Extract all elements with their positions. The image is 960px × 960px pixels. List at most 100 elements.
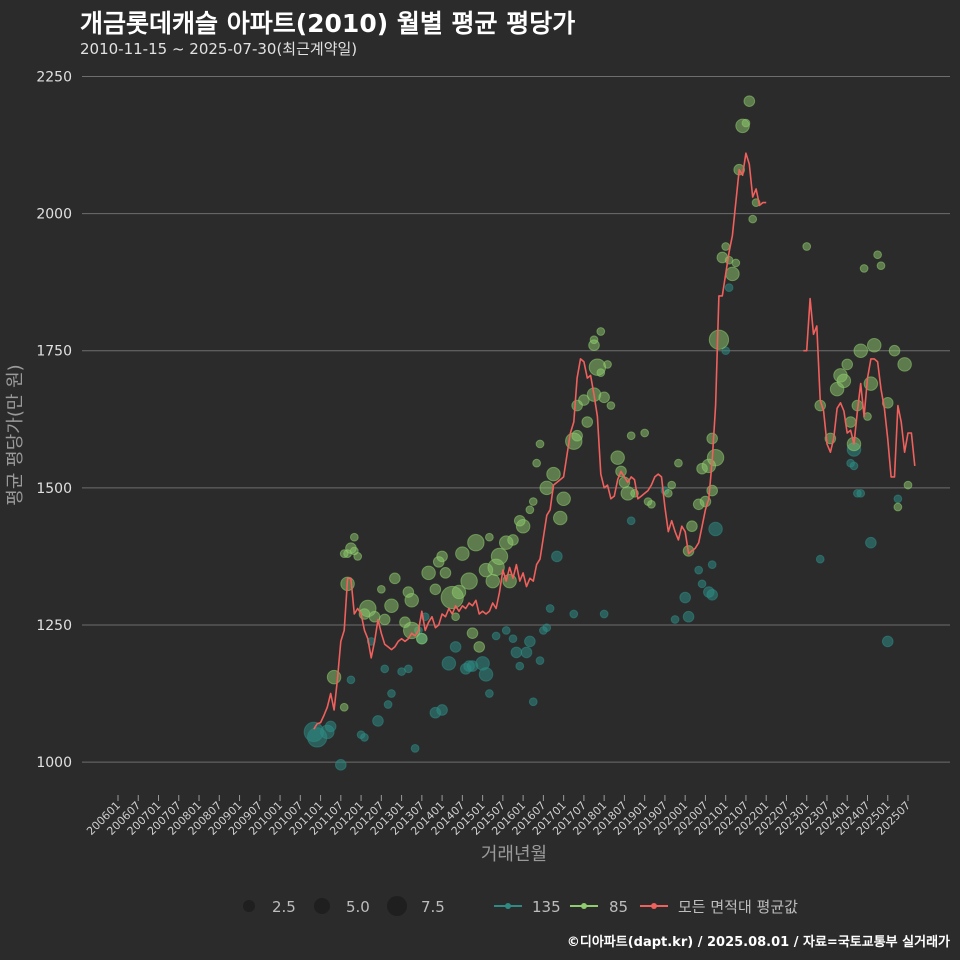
scatter-point-85: [596, 327, 606, 336]
scatter-point-135: [380, 664, 390, 674]
scatter-point-85: [640, 428, 650, 438]
scatter-point-85: [455, 546, 470, 561]
y-tick-label: 1250: [36, 618, 72, 634]
scatter-point-85: [836, 373, 852, 389]
scatter-point-135: [849, 461, 859, 471]
legend-85-label: 85: [609, 898, 628, 916]
scatter-point-85: [490, 547, 509, 566]
series-average-line: [313, 152, 916, 730]
legend-size-label: 2.5: [272, 898, 296, 916]
legend-size-label: 5.0: [346, 898, 370, 916]
scatter-point-85: [353, 552, 363, 561]
scatter-point-135: [520, 646, 533, 659]
y-tick-label: 2250: [36, 69, 72, 85]
average-line-segment: [313, 152, 767, 730]
scatter-point-85: [556, 491, 571, 507]
scatter-point-85: [467, 533, 485, 552]
scatter-point-85: [598, 391, 610, 404]
scatter-point-85: [473, 641, 486, 653]
scatter-point-135: [485, 689, 494, 698]
scatter-point-85: [731, 258, 741, 268]
scatter-point-85: [485, 532, 494, 542]
scatter-point-85: [721, 242, 731, 251]
x-axis: 2006012006072007012007072008012008072009…: [84, 795, 913, 838]
scatter-point-135: [501, 626, 511, 635]
scatter-point-85: [421, 565, 436, 581]
scatter-point-85: [535, 439, 545, 449]
scatter-point-135: [491, 631, 501, 641]
scatter-point-135: [508, 634, 518, 644]
scatter-point-85: [515, 518, 531, 534]
scatter-point-85: [903, 480, 913, 490]
scatter-point-85: [876, 261, 886, 271]
y-tick-label: 1500: [36, 481, 72, 497]
legend-average-label: 모든 면적대 평균값: [678, 898, 798, 916]
scatter-point-135: [324, 720, 337, 733]
scatter-point-85: [725, 266, 740, 282]
scatter-point-135: [815, 554, 825, 564]
scatter-point-85: [349, 532, 359, 542]
series-85: [326, 95, 913, 712]
average-line-segment: [803, 297, 916, 478]
scatter-point-135: [335, 759, 347, 771]
source-caption: ©디아파트(dapt.kr) / 2025.08.01 / 자료=국토교통부 실…: [566, 935, 950, 950]
scatter-point-85: [578, 394, 590, 406]
scatter-point-85: [546, 466, 561, 482]
legend: 2.5 5.0 7.5 135 85 모든 면적대 평균값: [243, 896, 798, 916]
legend-size-label: 7.5: [421, 898, 445, 916]
scatter-point-135: [682, 610, 695, 623]
legend-135-label: 135: [532, 898, 561, 916]
scatter-point-85: [853, 343, 868, 358]
scatter-point-135: [383, 700, 393, 709]
scatter-point-135: [551, 550, 563, 563]
scatter-point-135: [542, 623, 552, 633]
scatter-point-85: [610, 450, 625, 465]
legend-135-marker: [505, 903, 511, 909]
scatter-point-85: [451, 612, 460, 622]
scatter-point-85: [663, 488, 673, 498]
scatter-point-85: [528, 497, 538, 506]
y-tick-label: 1750: [36, 344, 72, 360]
scatter-point-135: [535, 656, 545, 665]
scatter-point-135: [670, 615, 680, 624]
scatter-point-85: [485, 573, 500, 589]
scatter-point-85: [596, 368, 606, 377]
scatter-point-135: [679, 591, 691, 604]
scatter-point-85: [667, 480, 677, 490]
scatter-point-135: [346, 675, 356, 685]
scatter-point-85: [571, 429, 583, 442]
legend-size-marker: [243, 900, 255, 912]
scatter-point-85: [881, 397, 894, 409]
scatter-point-85: [606, 401, 616, 410]
scatter-point-85: [451, 584, 467, 600]
scatter-point-85: [507, 534, 519, 546]
scatter-point-85: [866, 337, 882, 353]
scatter-point-85: [539, 480, 555, 496]
y-axis: 1000 1250 1500 1750 2000 2250: [36, 69, 72, 771]
scatter-point-85: [378, 613, 391, 626]
scatter-point-85: [384, 598, 399, 614]
x-axis-label: 거래년월: [481, 844, 547, 865]
scatter-point-135: [697, 579, 707, 589]
scatter-point-85: [429, 583, 442, 596]
scatter-point-85: [674, 458, 683, 468]
scatter-point-85: [706, 448, 725, 467]
y-tick-label: 1000: [36, 755, 72, 771]
scatter-point-135: [449, 641, 462, 653]
scatter-point-85: [603, 360, 612, 369]
legend-size-marker: [387, 896, 407, 916]
scatter-point-135: [387, 689, 396, 698]
scatter-point-135: [478, 667, 494, 682]
scatter-point-85: [376, 584, 386, 594]
scatter-point-135: [893, 494, 903, 504]
scatter-point-135: [856, 488, 866, 498]
scatter-point-85: [436, 550, 448, 563]
scatter-point-85: [581, 416, 594, 428]
scatter-point-135: [372, 715, 384, 727]
scatter-point-85: [553, 510, 568, 526]
scatter-point-85: [897, 357, 912, 372]
scatter-point-135: [599, 609, 609, 619]
scatter-point-135: [707, 560, 717, 569]
scatter-point-135: [545, 604, 555, 613]
